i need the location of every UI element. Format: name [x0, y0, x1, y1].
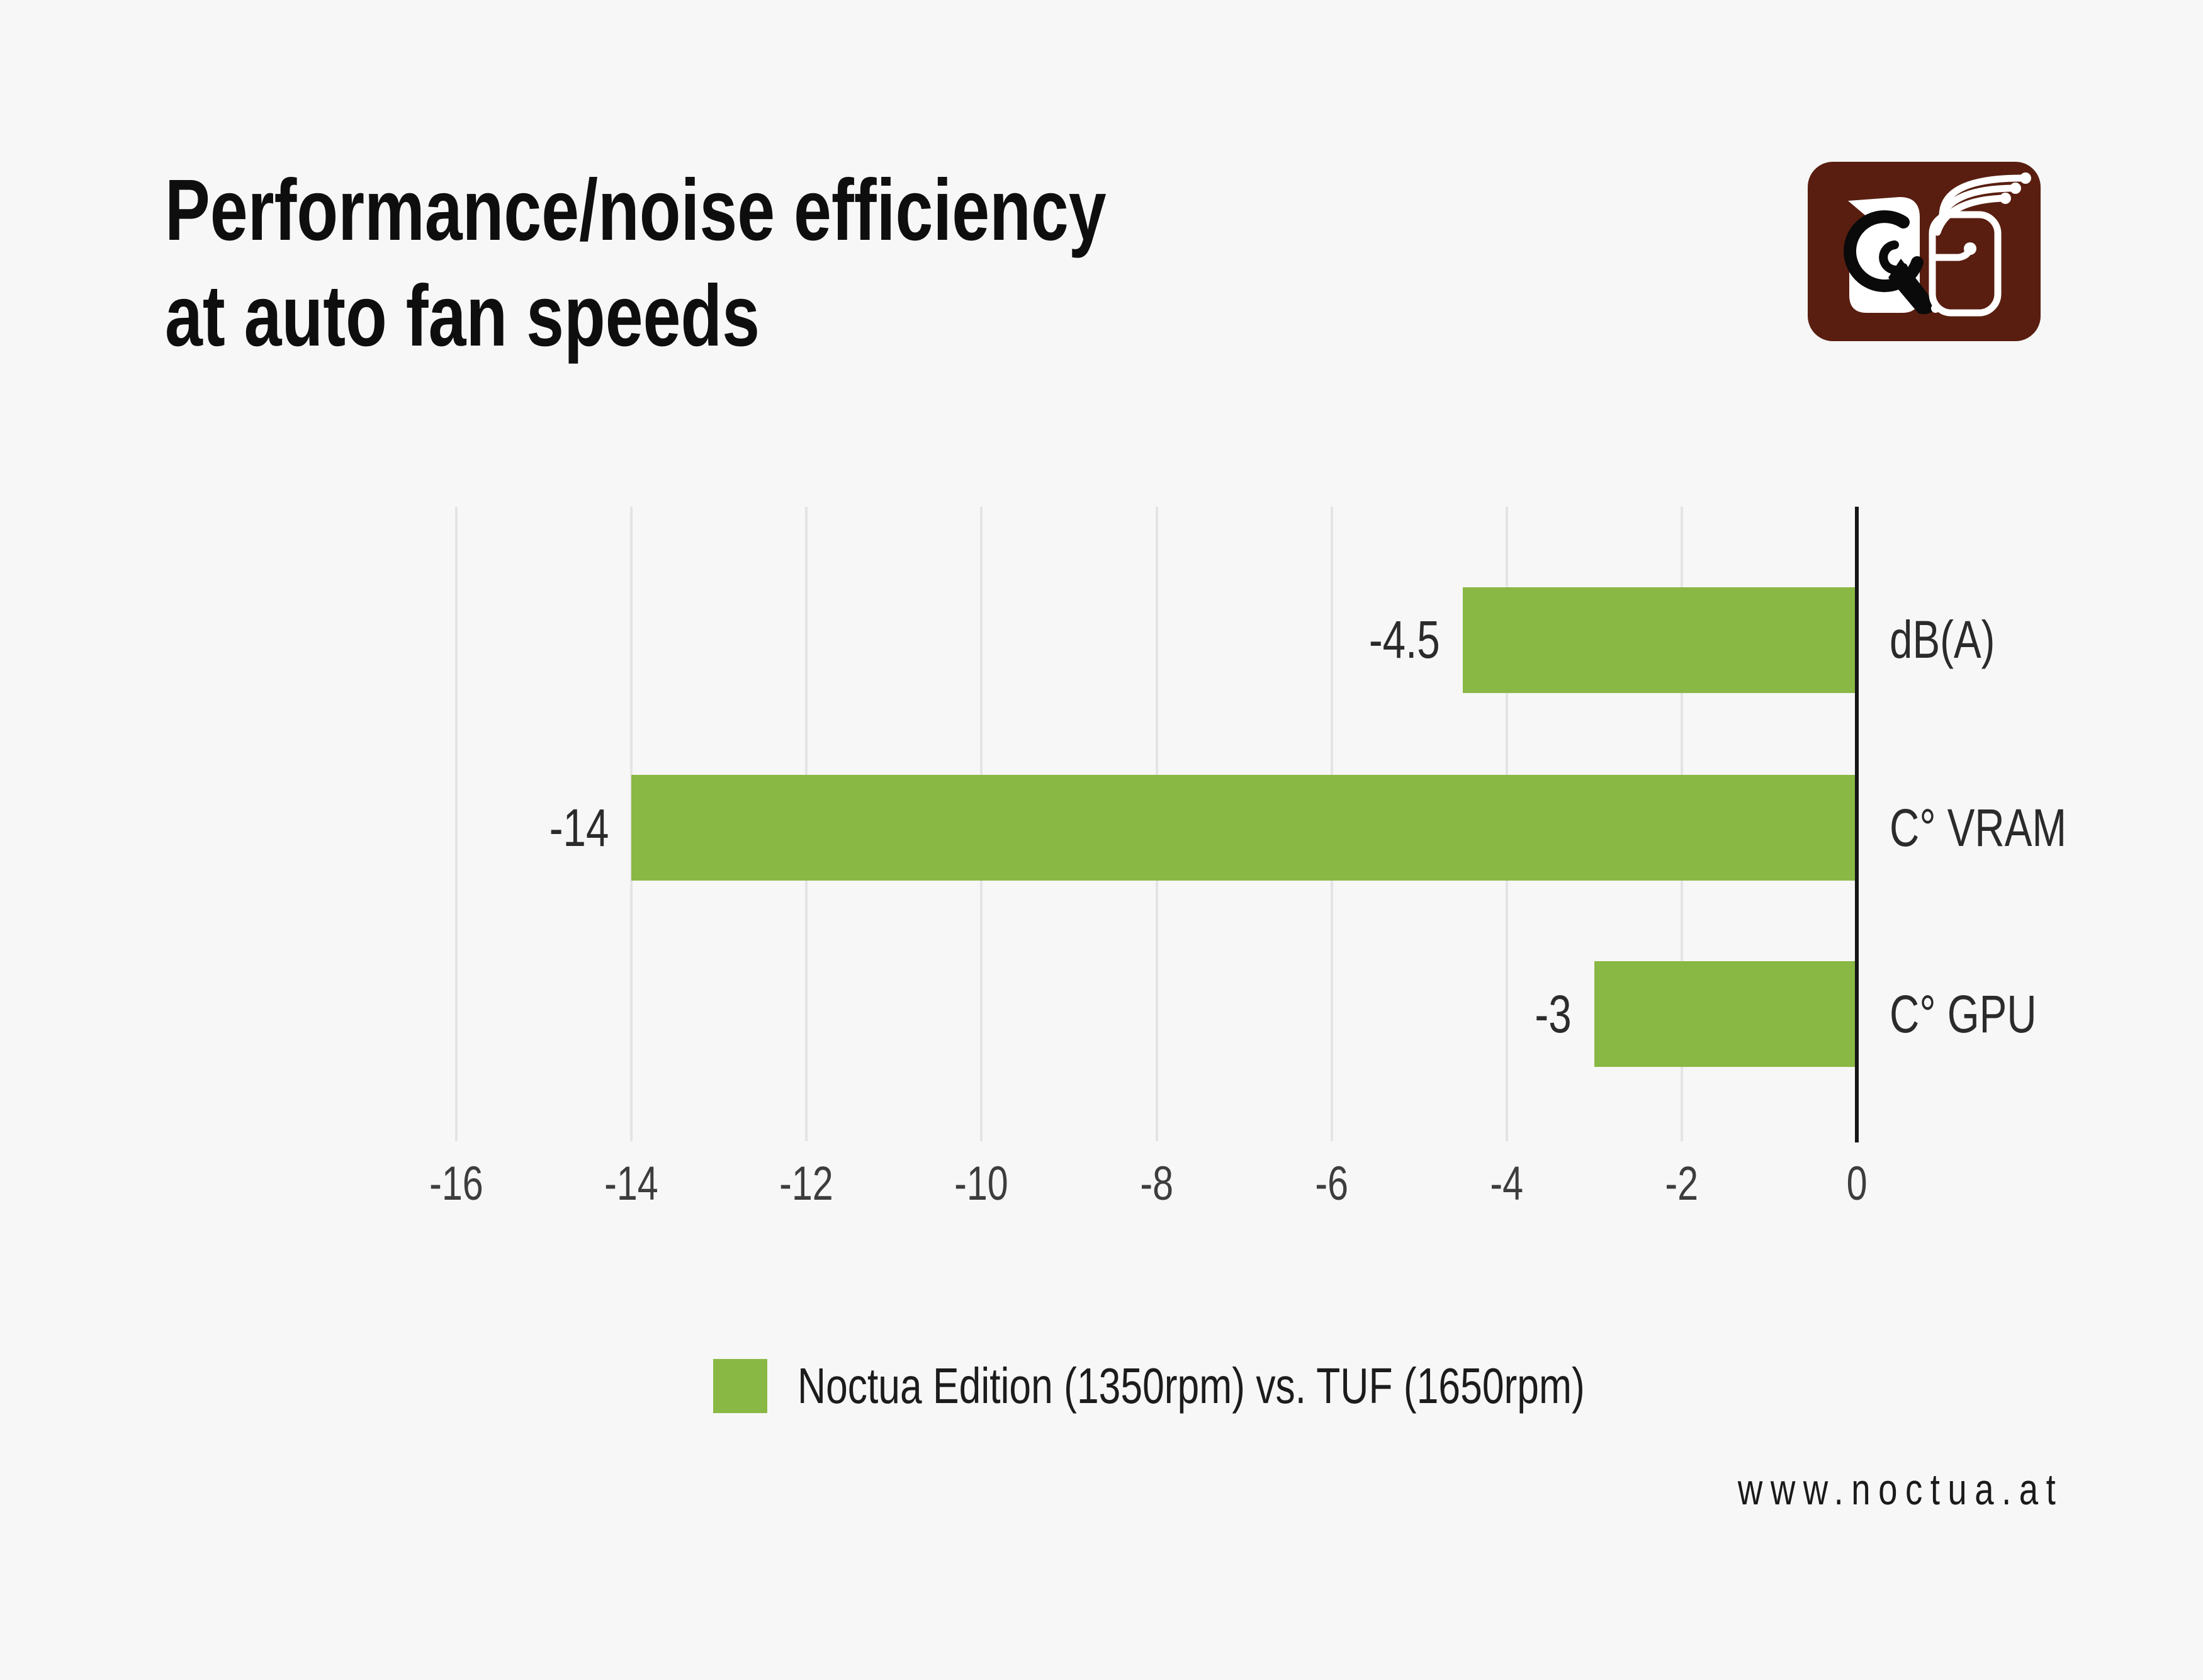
x-tick-label: -14 [604, 1157, 658, 1210]
legend-swatch [713, 1359, 767, 1413]
bar-dB(A) [1463, 587, 1857, 693]
bar-C° VRAM [631, 775, 1857, 881]
x-tick-label: -8 [1140, 1157, 1173, 1210]
x-tick-label: -10 [954, 1157, 1009, 1210]
x-tick-label: -6 [1315, 1157, 1348, 1210]
noctua-owl-fan-icon [1808, 162, 2041, 341]
x-tick-label: 0 [1846, 1157, 1868, 1210]
page-title: Performance/noise efficiency at auto fan… [165, 157, 1372, 369]
bar-category-label: C° VRAM [1890, 798, 2067, 857]
x-tick-label: -12 [779, 1157, 834, 1210]
noctua-logo [1808, 162, 2041, 341]
x-tick-label: -4 [1490, 1157, 1524, 1210]
bar-category-label: C° GPU [1890, 984, 2037, 1044]
legend-label: Noctua Edition (1350rpm) vs. TUF (1650rp… [797, 1358, 1585, 1414]
title-line-1: Performance/noise efficiency [165, 162, 1107, 259]
chart-legend: Noctua Edition (1350rpm) vs. TUF (1650rp… [713, 1358, 1807, 1414]
website-url-text: www.noctua.at [1737, 1465, 2063, 1514]
bar-C° GPU [1594, 961, 1857, 1068]
website-url: www.noctua.at [1646, 1464, 2063, 1514]
x-tick-label: -2 [1665, 1157, 1699, 1210]
zero-axis-line [1855, 507, 1859, 1142]
bar-category-label: dB(A) [1890, 610, 1995, 670]
gridline [455, 507, 458, 1141]
bar-value-label: -3 [1535, 984, 1572, 1044]
title-line-2: at auto fan speeds [165, 268, 760, 364]
bar-value-label: -14 [549, 798, 609, 857]
bar-value-label: -4.5 [1369, 610, 1441, 670]
x-tick-label: -16 [429, 1157, 483, 1210]
